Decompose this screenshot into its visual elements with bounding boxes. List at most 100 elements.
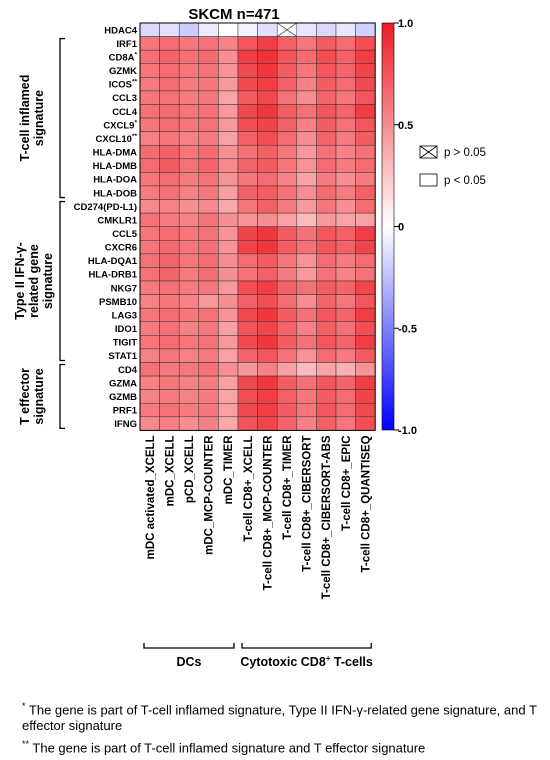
heatmap-cell (178, 22, 200, 37)
heatmap-cell (276, 172, 298, 187)
row-label: HLA-DMB (93, 161, 137, 172)
heatmap-cell (316, 226, 337, 241)
heatmap-cell (276, 321, 298, 336)
heatmap-cell (159, 185, 180, 200)
heatmap-cell (159, 131, 180, 146)
heatmap-cell (159, 90, 180, 105)
heatmap-cell (296, 240, 317, 255)
heatmap-cell (335, 104, 356, 119)
heatmap-cell (139, 36, 160, 51)
heatmap-cell (159, 389, 180, 404)
heatmap-cell (316, 240, 337, 255)
heatmap-cell (276, 144, 298, 160)
heatmap-cell (316, 144, 337, 160)
heatmap-cell (296, 49, 317, 64)
heatmap-cell (355, 321, 376, 336)
heatmap-cell (178, 63, 200, 78)
row-group-bracket (59, 37, 65, 199)
row-label: CXCR6 (105, 243, 137, 254)
heatmap-cell (139, 49, 160, 64)
heatmap-cell (335, 172, 356, 187)
heatmap-cell (316, 416, 337, 431)
row-group-label: related gene (27, 244, 41, 318)
heatmap-cell (257, 63, 278, 78)
heatmap-cell (355, 49, 376, 64)
heatmap-cell (316, 307, 337, 323)
heatmap-cell (335, 185, 356, 200)
heatmap-cell (296, 294, 317, 309)
heatmap-cell (237, 104, 258, 119)
row-label: PSMB10 (99, 297, 137, 308)
heatmap-cell (198, 307, 219, 323)
heatmap-cell (159, 253, 180, 268)
heatmap-cell (355, 416, 376, 431)
heatmap-cell (257, 77, 278, 92)
row-group-bracket (59, 200, 65, 362)
heatmap-cell (276, 294, 298, 309)
heatmap-cell (237, 22, 258, 37)
heatmap-cell (139, 172, 160, 187)
heatmap-cell (159, 335, 180, 350)
heatmap-cell (316, 172, 337, 187)
heatmap-cell (139, 199, 160, 214)
heatmap-cell (257, 416, 278, 431)
heatmap-cell (159, 375, 180, 390)
heatmap-cell (139, 212, 160, 227)
heatmap-cell (237, 199, 258, 214)
heatmap-cell (276, 253, 298, 268)
heatmap-cell (316, 280, 337, 295)
heatmap-cell (178, 307, 200, 323)
heatmap-cell (198, 294, 219, 309)
heatmap-cell (198, 389, 219, 404)
heatmap-cell (355, 104, 376, 119)
heatmap-cell (237, 402, 258, 418)
heatmap-cell (198, 22, 219, 37)
heatmap-cell (355, 389, 376, 404)
heatmap-cell (296, 117, 317, 132)
heatmap-cell (257, 362, 278, 377)
heatmap-cell (218, 158, 239, 173)
heatmap-cell (139, 335, 160, 350)
heatmap-cell (159, 267, 180, 282)
heatmap-cell (276, 375, 298, 390)
heatmap-cell (198, 226, 219, 241)
heatmap-cell (178, 117, 200, 132)
heatmap-cell (159, 240, 180, 255)
heatmap-cell (355, 307, 376, 323)
heatmap-cell (316, 348, 337, 363)
heatmap-cell (218, 253, 239, 268)
heatmap-cell (335, 402, 356, 418)
heatmap-cell (335, 144, 356, 160)
heatmap-cell (178, 226, 200, 241)
heatmap-cell (296, 321, 317, 336)
heatmap-cell (218, 226, 239, 241)
heatmap-cell (139, 185, 160, 200)
heatmap-cell (178, 212, 200, 227)
legend-label: p < 0.05 (444, 175, 486, 187)
heatmap-cell (355, 144, 376, 160)
heatmap-cell (159, 63, 180, 78)
row-group-label: Type II IFN-γ- (13, 242, 27, 320)
heatmap-cell (296, 158, 317, 173)
heatmap-cell (335, 49, 356, 64)
heatmap-cell (335, 36, 356, 51)
heatmap-cell (355, 117, 376, 132)
heatmap-cell (198, 348, 219, 363)
heatmap-cell (159, 144, 180, 160)
heatmap-cell (178, 104, 200, 119)
heatmap-cell (276, 63, 298, 78)
heatmap-cell (139, 144, 160, 160)
heatmap-cell (257, 22, 278, 37)
heatmap-cell (276, 77, 298, 92)
heatmap-cell (335, 416, 356, 431)
heatmap-cell (198, 335, 219, 350)
heatmap-cell (355, 212, 376, 227)
heatmap-cell (198, 158, 219, 173)
heatmap-cell (218, 321, 239, 336)
heatmap-cell (237, 416, 258, 431)
heatmap-cell (257, 389, 278, 404)
row-label: HLA-DRB1 (88, 270, 137, 281)
heatmap-cell (159, 199, 180, 214)
heatmap-cell (316, 267, 337, 282)
heatmap-cell (296, 348, 317, 363)
